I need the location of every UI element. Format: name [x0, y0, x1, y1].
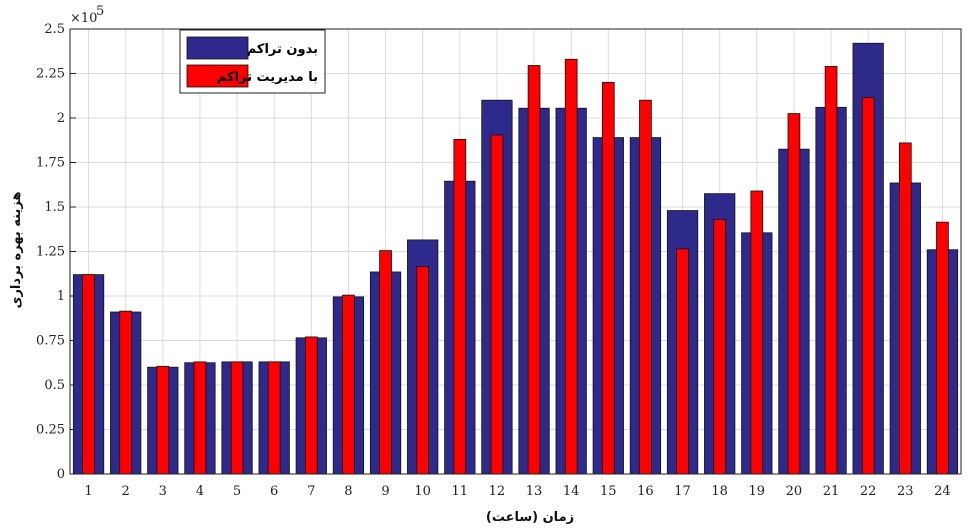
- y-tick-label: 2: [57, 111, 65, 126]
- legend: بدون تراکم با مدیریت تراکم: [179, 29, 326, 94]
- x-tick-label: 8: [344, 484, 352, 499]
- y-tick-label: 0.5: [44, 378, 65, 393]
- x-tick-label: 11: [452, 484, 469, 499]
- x-tick-label: 23: [897, 484, 914, 499]
- x-tick-label: 3: [159, 484, 167, 499]
- x-tick-label: 7: [307, 484, 315, 499]
- bar-series-2: [193, 361, 207, 475]
- bar-series-2: [304, 336, 318, 475]
- bar-series-2: [490, 134, 504, 475]
- bar-series-2: [416, 266, 430, 475]
- bar-series-2: [898, 142, 912, 475]
- bar-series-2: [601, 82, 615, 475]
- bar-series-2: [676, 248, 689, 475]
- bar-series-2: [639, 99, 652, 475]
- x-tick-label: 22: [860, 484, 877, 499]
- y-tick-label: 2.5: [44, 22, 65, 37]
- bar-series-2: [713, 219, 727, 475]
- y-tick-label: 1.25: [36, 245, 65, 260]
- y-multiplier-label: ×10: [70, 11, 97, 26]
- x-tick-label: 18: [711, 484, 728, 499]
- x-tick-label: 10: [414, 484, 431, 499]
- x-tick-label: 12: [489, 484, 506, 499]
- x-tick-label: 20: [786, 484, 803, 499]
- bar-series-2: [824, 65, 838, 475]
- x-tick-labels: 1 2 3 4 5 6 7 8 9 10 11 12 13 14 15 16 17 18 19 20 21 22 23 24: [84, 484, 950, 499]
- x-tick-label: 5: [233, 484, 241, 499]
- x-tick-label: 16: [637, 484, 654, 499]
- bar-series-2: [861, 97, 875, 475]
- plot-frame: [69, 28, 962, 475]
- y-tick-label: 1.75: [36, 156, 65, 171]
- y-tick-label: 0: [57, 467, 65, 482]
- bar-series-2: [936, 221, 949, 475]
- bar-series-2: [119, 310, 133, 475]
- legend-label-series-1: بدون تراکم: [247, 42, 318, 57]
- x-tick-label: 14: [563, 484, 580, 499]
- bar-series-2: [527, 65, 541, 475]
- x-tick-label: 24: [934, 484, 951, 499]
- bar-series-2: [342, 294, 355, 475]
- bar-series-2: [453, 138, 467, 475]
- legend-swatch-series-2: [186, 64, 249, 88]
- y-tick-labels: 0 0.25 0.5 0.75 1 1.25 1.5 1.75 2 2.25 2.5: [36, 22, 65, 482]
- y-tick-label: 1: [57, 289, 65, 304]
- y-multiplier-exponent: 5: [96, 4, 104, 19]
- x-tick-label: 19: [749, 484, 766, 499]
- x-tick-label: 17: [674, 484, 691, 499]
- x-tick-label: 1: [84, 484, 92, 499]
- y-axis-title: هزینه بهره برداری: [9, 192, 24, 309]
- legend-swatch-series-1: [186, 36, 249, 60]
- bars: [72, 42, 959, 475]
- x-tick-label: 9: [381, 484, 389, 499]
- x-axis-title: زمان (ساعت): [486, 510, 574, 525]
- bar-series-2: [379, 250, 392, 475]
- x-tick-label: 13: [526, 484, 543, 499]
- legend-label-series-2: با مدیریت تراکم: [217, 70, 318, 85]
- bar-series-2: [750, 190, 764, 475]
- x-tick-label: 2: [122, 484, 130, 499]
- bar-series-2: [564, 58, 578, 475]
- y-tick-label: 0.75: [36, 334, 65, 349]
- bar-series-2: [82, 274, 95, 475]
- x-tick-label: 21: [823, 484, 840, 499]
- x-tick-label: 15: [600, 484, 617, 499]
- bar-series-2: [267, 361, 281, 475]
- y-tick-label: 1.5: [44, 200, 65, 215]
- bar-series-2: [230, 361, 244, 475]
- bar-series-2: [787, 113, 801, 475]
- x-tick-label: 4: [196, 484, 204, 499]
- y-tick-label: 0.25: [36, 423, 65, 438]
- x-tick-label: 6: [270, 484, 278, 499]
- bar-series-2: [156, 365, 170, 475]
- y-tick-label: 2.25: [36, 67, 65, 82]
